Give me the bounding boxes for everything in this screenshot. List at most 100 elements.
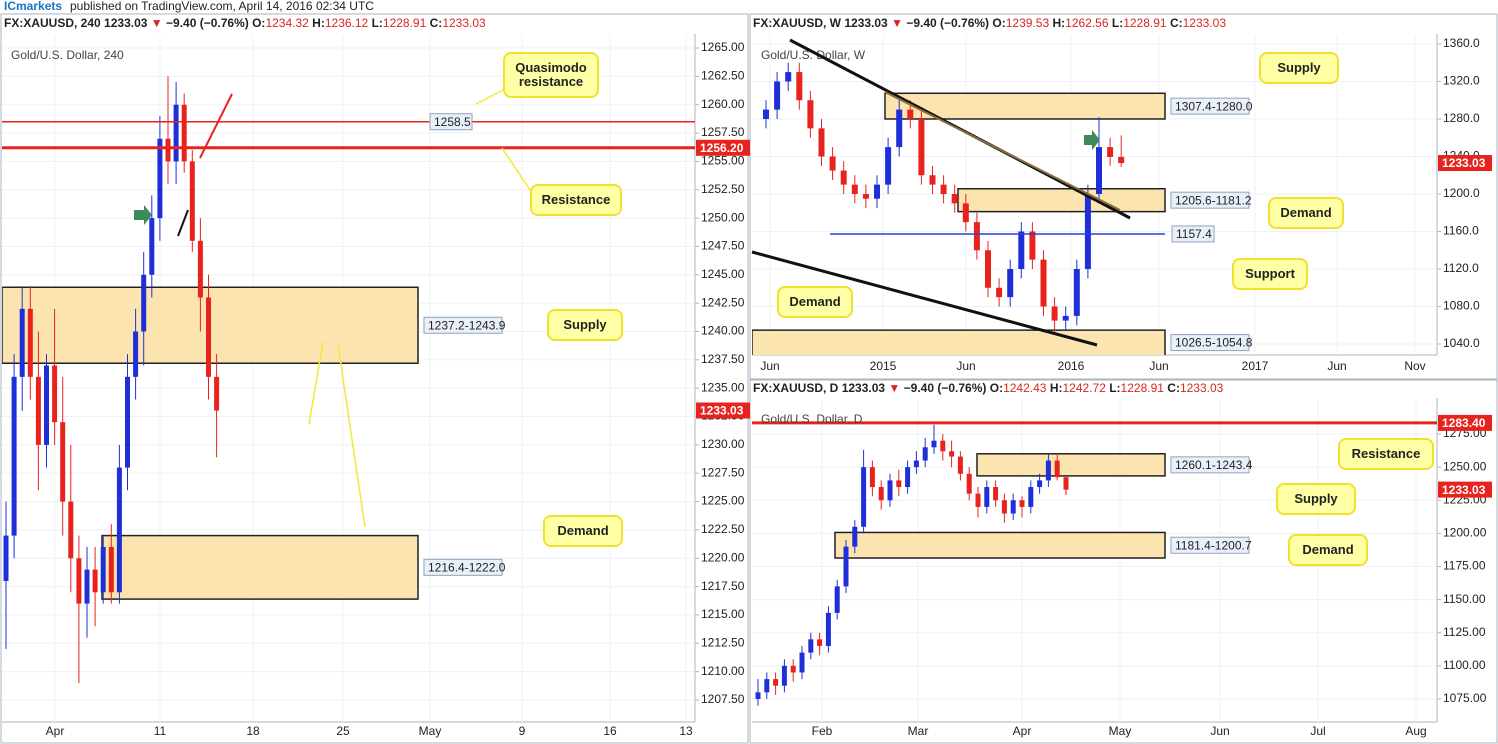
candle-body (996, 287, 1003, 298)
callout: Supply (1276, 483, 1356, 515)
ohlc-key: H: (312, 16, 325, 30)
callout: Resistance (530, 184, 622, 216)
candle-body (3, 535, 9, 581)
last-price: 1233.03 (844, 16, 888, 30)
zone (834, 531, 1166, 559)
candle-body (1118, 156, 1125, 164)
callout: Resistance (1338, 438, 1434, 470)
x-tick-label: Jun (1210, 724, 1229, 738)
candle-body (1040, 259, 1047, 307)
candle-body (189, 161, 195, 241)
candle-body (157, 138, 163, 219)
drawing (134, 205, 152, 225)
drawing (199, 93, 233, 159)
candle-body (1019, 500, 1025, 507)
y-tick-label: 1200.0 (1443, 186, 1480, 200)
plot (752, 36, 1437, 355)
candle-body (44, 365, 49, 445)
candle-body (181, 104, 187, 162)
change: −9.40 (−0.76%) (904, 381, 987, 395)
chart-title: Gold/U.S. Dollar, D (761, 412, 863, 426)
change-arrow: ▼ (151, 16, 163, 30)
y-tick-label: 1237.50 (701, 352, 745, 366)
candle-body (84, 569, 90, 604)
ohlc-value: 1233.03 (442, 16, 486, 30)
x-tick-label: 13 (679, 724, 693, 738)
drawing (1084, 130, 1100, 150)
candle-body (133, 331, 139, 377)
candle-body (951, 193, 958, 204)
y-tick-label: 1252.50 (701, 182, 745, 196)
ohlc-value: 1228.91 (383, 16, 427, 30)
candle-body (973, 222, 980, 251)
panel-border (749, 13, 1498, 380)
callout: Supply (547, 309, 623, 341)
last-price: 1233.03 (104, 16, 148, 30)
y-tick-label: 1247.50 (701, 239, 745, 253)
price-tag-bg (696, 402, 750, 419)
zone (101, 534, 419, 600)
zone-label-bg (1170, 97, 1250, 115)
zone-label-bg (423, 316, 503, 334)
candle-body (975, 493, 981, 507)
candle-body (773, 679, 779, 686)
level-label-bg (429, 113, 473, 131)
y-tick-label: 1265.00 (701, 40, 745, 54)
y-tick-label: 1215.00 (701, 607, 745, 621)
level-label: 1157.4 (1176, 227, 1212, 241)
candle-body (949, 451, 955, 457)
symbol-header: FX:XAUUSD, W 1233.03 ▼ −9.40 (−0.76%) O:… (753, 16, 1226, 30)
candle-body (885, 147, 892, 185)
candle-body (851, 184, 858, 194)
y-tick-label: 1125.00 (1443, 625, 1486, 639)
y-tick-label: 1217.50 (701, 579, 745, 593)
change: −9.40 (−0.76%) (166, 16, 249, 30)
x-tick-label: 9 (519, 724, 526, 738)
level-label-bg (1171, 225, 1215, 243)
candle-body (993, 487, 999, 501)
price-tag: 1233.03 (1442, 483, 1486, 497)
ohlc-key: L: (1109, 381, 1120, 395)
y-tick-label: 1210.00 (701, 664, 745, 678)
candle-body (100, 546, 106, 593)
x-tick-label: Aug (1405, 724, 1426, 738)
chart-title: Gold/U.S. Dollar, 240 (11, 48, 124, 62)
candle-body (52, 365, 58, 423)
callout: Support (1232, 258, 1308, 290)
y-tick-label: 1260.00 (701, 97, 745, 111)
y-tick-label: 1230.00 (701, 437, 745, 451)
zone-label: 1307.4-1280.0 (1175, 99, 1253, 113)
drawing (751, 250, 1098, 347)
ohlc-value: 1262.56 (1065, 16, 1109, 30)
candle-body (785, 72, 792, 82)
y-tick-label: 1250.00 (1443, 459, 1487, 473)
y-tick-label: 1255.00 (701, 154, 745, 168)
zone (957, 187, 1166, 213)
x-tick-label: Jun (1327, 359, 1346, 373)
candle-body (781, 665, 787, 686)
candle-body (966, 473, 972, 494)
callout: Demand (777, 286, 853, 318)
candle-body (962, 203, 969, 223)
price-tag: 1233.03 (700, 404, 744, 418)
candle-body (790, 665, 796, 673)
candle-body (840, 170, 847, 185)
candle-body (1007, 269, 1014, 298)
x-tick-label: Jun (1149, 359, 1168, 373)
x-tick-label: Jun (760, 359, 779, 373)
y-tick-label: 1220.00 (701, 550, 745, 564)
candle-body (862, 193, 869, 199)
candle-body (1001, 500, 1007, 514)
candle-body (214, 376, 220, 411)
y-tick-label: 1100.00 (1443, 658, 1486, 672)
candle-body (774, 81, 781, 110)
candle-body (755, 692, 761, 699)
price-tag-bg (1438, 481, 1492, 498)
drawing (501, 147, 531, 191)
ohlc-key: C: (1170, 16, 1183, 30)
zone-label: 1026.5-1054.8 (1175, 336, 1253, 350)
zone-label-bg (1170, 191, 1250, 209)
price-tag-bg (1438, 155, 1492, 172)
y-tick-label: 1245.00 (701, 267, 745, 281)
zone-label-bg (423, 558, 503, 576)
